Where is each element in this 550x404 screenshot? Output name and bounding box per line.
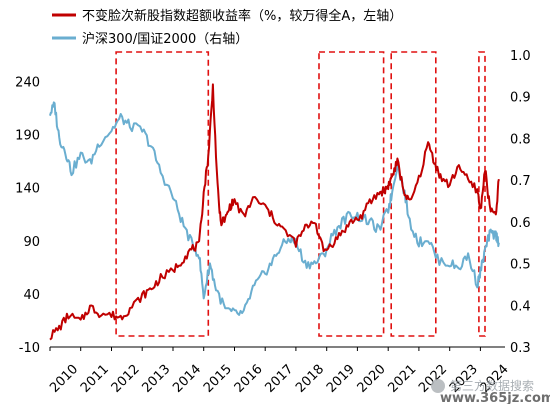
left-tick-label: -10: [19, 341, 40, 356]
right-tick-label: 0.4: [510, 299, 531, 314]
x-tick-label: 2014: [170, 362, 204, 396]
right-tick-label: 0.3: [510, 341, 531, 356]
right-tick-label: 0.6: [510, 216, 531, 231]
left-tick-label: 40: [23, 288, 40, 303]
left-tick-label: 90: [23, 235, 40, 250]
left-tick-label: 240: [15, 76, 40, 91]
watermark-site: www.365jz.com: [440, 391, 550, 404]
series-line-hs300-gz2000: [49, 101, 500, 316]
right-tick-label: 0.5: [510, 258, 531, 273]
series-line-excess-return: [49, 83, 500, 341]
x-tick-label: 2018: [293, 362, 327, 396]
legend-item-excess-return: 不变脸次新股指数超额收益率（%，较万得全A，左轴）: [52, 8, 402, 24]
x-tick-label: 2013: [139, 362, 173, 396]
right-tick-label: 0.8: [510, 132, 531, 147]
left-tick-label: 190: [15, 129, 40, 144]
watermark: 第三方数据搜索 www.365jz.com: [431, 378, 550, 404]
x-tick-label: 2020: [355, 362, 389, 396]
watermark-logo-icon: [431, 379, 445, 393]
watermark-text: 第三方数据搜索: [450, 378, 534, 393]
series-hs300-gz2000: [49, 101, 500, 316]
legend-label-hs300-gz2000: 沪深300/国证2000（右轴）: [82, 31, 248, 47]
x-tick-label: 2015: [201, 362, 235, 396]
x-tick-label: 2012: [109, 362, 143, 396]
x-tick-label: 2011: [78, 362, 112, 396]
x-tick-label: 2019: [324, 362, 358, 396]
x-tick-label: 2017: [262, 362, 296, 396]
right-tick-label: 0.7: [510, 174, 531, 189]
x-tick-label: 2021: [385, 362, 419, 396]
highlight-period-1: [115, 51, 210, 337]
highlight-period-2: [318, 51, 385, 337]
right-axis-ticks: 0.3 0.4 0.5 0.6 0.7 0.8 0.9 1.0: [510, 49, 531, 356]
legend-item-hs300-gz2000: 沪深300/国证2000（右轴）: [52, 31, 248, 47]
left-tick-label: 140: [15, 182, 40, 197]
x-tick-label: 2010: [47, 362, 81, 396]
highlight-period-4: [478, 51, 486, 337]
series-excess-return: [49, 83, 500, 341]
legend: 不变脸次新股指数超额收益率（%，较万得全A，左轴） 沪深300/国证2000（右…: [52, 8, 402, 47]
x-tick-label: 2016: [232, 362, 266, 396]
legend-label-excess-return: 不变脸次新股指数超额收益率（%，较万得全A，左轴）: [82, 8, 402, 24]
left-axis-ticks: -10 40 90 140 190 240: [15, 76, 40, 357]
right-tick-label: 1.0: [510, 49, 531, 64]
right-tick-label: 0.9: [510, 91, 531, 106]
